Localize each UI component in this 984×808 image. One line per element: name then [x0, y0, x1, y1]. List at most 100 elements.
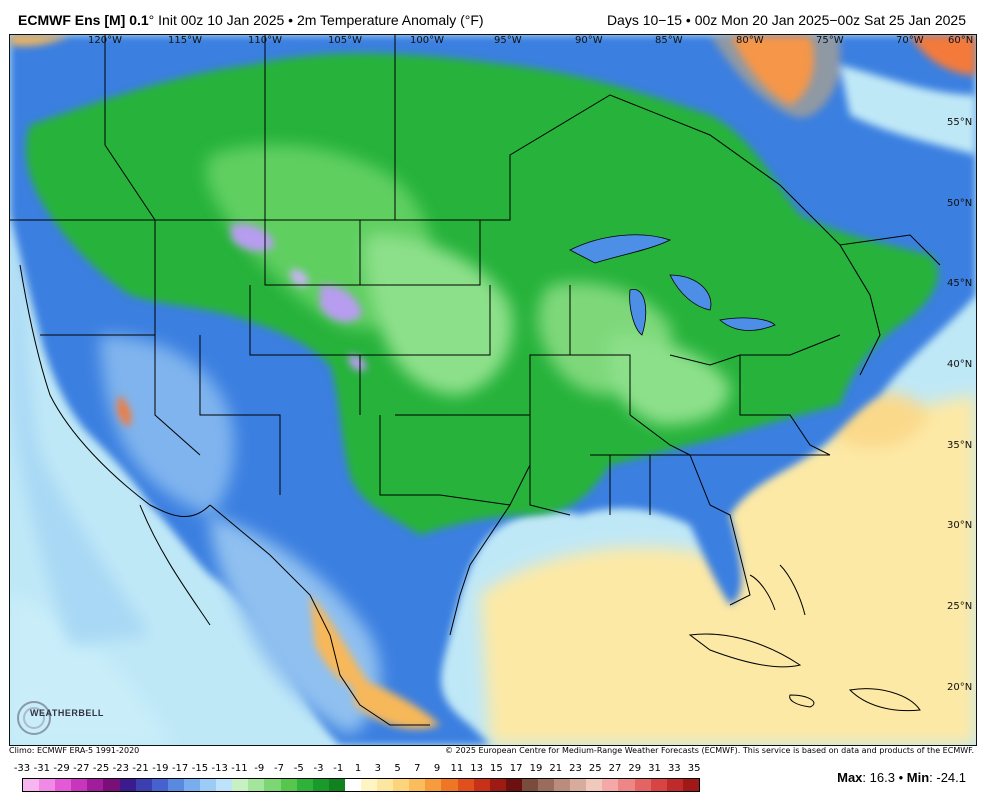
colorbar-tick-label: -1 — [333, 763, 344, 774]
logo-text: WEATHERBELL — [30, 708, 104, 718]
lat-label: 25°N — [947, 601, 973, 612]
political-boundaries — [10, 35, 941, 726]
colorbar-swatch — [135, 779, 152, 791]
colorbar-tick-label: -21 — [132, 763, 149, 774]
colorbar-swatch — [296, 779, 313, 791]
valid-period: Days 10−15 • 00z Mon 20 Jan 2025−00z Sat… — [606, 12, 966, 28]
colorbar-swatch — [280, 779, 297, 791]
lon-label: 115°W — [168, 35, 202, 46]
colorbar-tick-label: 27 — [608, 763, 622, 774]
colorbar-swatch — [264, 779, 281, 791]
colorbar-swatch — [55, 779, 72, 791]
colorbar-tick-label: -9 — [254, 763, 265, 774]
colorbar-tick-label: 19 — [529, 763, 543, 774]
colorbar-tick-label: -7 — [273, 763, 284, 774]
colorbar-swatch — [473, 779, 490, 791]
lon-label: 110°W — [248, 35, 282, 46]
min-value: : -24.1 — [929, 770, 966, 785]
colorbar-tick-label: -11 — [231, 763, 248, 774]
colorbar-swatch — [441, 779, 458, 791]
weatherbell-logo: WEATHERBELL — [14, 696, 103, 740]
colorbar-tick-label: 17 — [509, 763, 523, 774]
min-label: Min — [906, 770, 930, 785]
colorbar-swatch — [602, 779, 619, 791]
canada-warm-anomaly — [10, 35, 976, 155]
header: ECMWF Ens [M] 0.1° Init 00z 10 Jan 2025 … — [0, 0, 984, 34]
colorbar-tick-label: 25 — [588, 763, 602, 774]
colorbar-swatch — [23, 779, 40, 791]
rockies-cold-anomaly — [230, 223, 367, 371]
colorbar-swatch — [232, 779, 249, 791]
colorbar-tick-label: 9 — [433, 763, 441, 774]
field-name: 2m Temperature Anomaly (°F) — [296, 12, 484, 28]
map-title: ECMWF Ens [M] 0.1° Init 00z 10 Jan 2025 … — [18, 12, 484, 28]
colorbar-tick-label: 11 — [450, 763, 464, 774]
colorbar-swatch — [505, 779, 522, 791]
colorbar-tick-label: 5 — [394, 763, 401, 774]
colorbar-tick-label: 29 — [628, 763, 642, 774]
lat-label-top: 60°N — [948, 35, 974, 46]
colorbar-tick-label: -15 — [191, 763, 209, 774]
colorbar-swatch — [618, 779, 635, 791]
great-lakes — [569, 234, 776, 336]
colorbar-tick-label: -17 — [171, 763, 189, 774]
colorbar-swatch — [216, 779, 233, 791]
colorbar-swatch — [570, 779, 587, 791]
colorbar-swatch — [183, 779, 201, 791]
colorbar-swatch — [409, 779, 426, 791]
colorbar-tick-label: -5 — [293, 763, 304, 774]
colorbar-labels: -33 -31 -29 -27 -25 -23 -21 -19 -17 -15 -13 -11 -9 -7… — [12, 763, 712, 777]
mexico-warm-anomaly — [117, 395, 440, 729]
colorbar-tick-label: 33 — [667, 763, 681, 774]
colorbar-tick-label: 35 — [687, 763, 701, 774]
colorbar-swatch — [344, 779, 361, 791]
copyright-note: © 2025 European Centre for Medium-Range … — [445, 746, 974, 755]
colorbar-swatch — [119, 779, 136, 791]
colorbar-swatch — [666, 779, 683, 791]
colorbar-tick-label: -33 — [13, 763, 31, 774]
colorbar-tick-label: 3 — [374, 763, 381, 774]
colorbar-swatch — [521, 779, 538, 791]
colorbar-swatch — [393, 779, 410, 791]
lon-label: 105°W — [328, 35, 362, 46]
colorbar-swatch — [167, 779, 184, 791]
lon-label: 70°W — [896, 35, 924, 46]
logo-swirl-icon — [17, 701, 51, 735]
colorbar-tick-label: -29 — [53, 763, 70, 774]
lat-label: 30°N — [947, 520, 973, 531]
max-label: Max — [837, 770, 863, 785]
lon-label: 85°W — [655, 35, 683, 46]
max-min-readout: Max: 16.3 • Min: -24.1 — [837, 770, 966, 785]
colorbar-swatch — [312, 779, 329, 791]
lat-label: 35°N — [947, 440, 973, 451]
colorbar-swatch — [538, 779, 555, 791]
degree-symbol: ° — [148, 12, 155, 28]
colorbar-swatch — [650, 779, 667, 791]
model-name: ECMWF Ens [M] 0.1 — [18, 12, 149, 28]
colorbar-tick-label: 7 — [414, 763, 421, 774]
lat-label: 45°N — [947, 278, 973, 289]
lon-label: 100°W — [410, 35, 444, 46]
lon-label: 75°W — [816, 35, 844, 46]
colorbar-swatch — [682, 779, 699, 791]
colorbar-swatch — [586, 779, 603, 791]
colorbar-swatch — [457, 779, 474, 791]
colorbar-swatch — [634, 779, 651, 791]
lon-label: 95°W — [494, 35, 522, 46]
colorbar-tick-label: -13 — [211, 763, 228, 774]
colorbar-tick-label: 15 — [490, 763, 503, 774]
lon-label: 80°W — [736, 35, 764, 46]
colorbar-tick-label: 13 — [470, 763, 484, 774]
colorbar-swatch — [151, 779, 168, 791]
lat-label: 55°N — [947, 117, 973, 128]
colorbar-swatch — [554, 779, 571, 791]
init-time: Init 00z 10 Jan 2025 — [158, 12, 285, 28]
colorbar-tick-label: 31 — [648, 763, 661, 774]
colorbar — [22, 778, 700, 792]
colorbar-swatch — [328, 779, 345, 791]
colorbar-tick-label: -31 — [33, 763, 50, 774]
colorbar-tick-label: 21 — [549, 763, 563, 774]
colorbar-swatch — [103, 779, 120, 791]
colorbar-swatch — [360, 779, 378, 791]
lat-label: 20°N — [947, 682, 973, 693]
